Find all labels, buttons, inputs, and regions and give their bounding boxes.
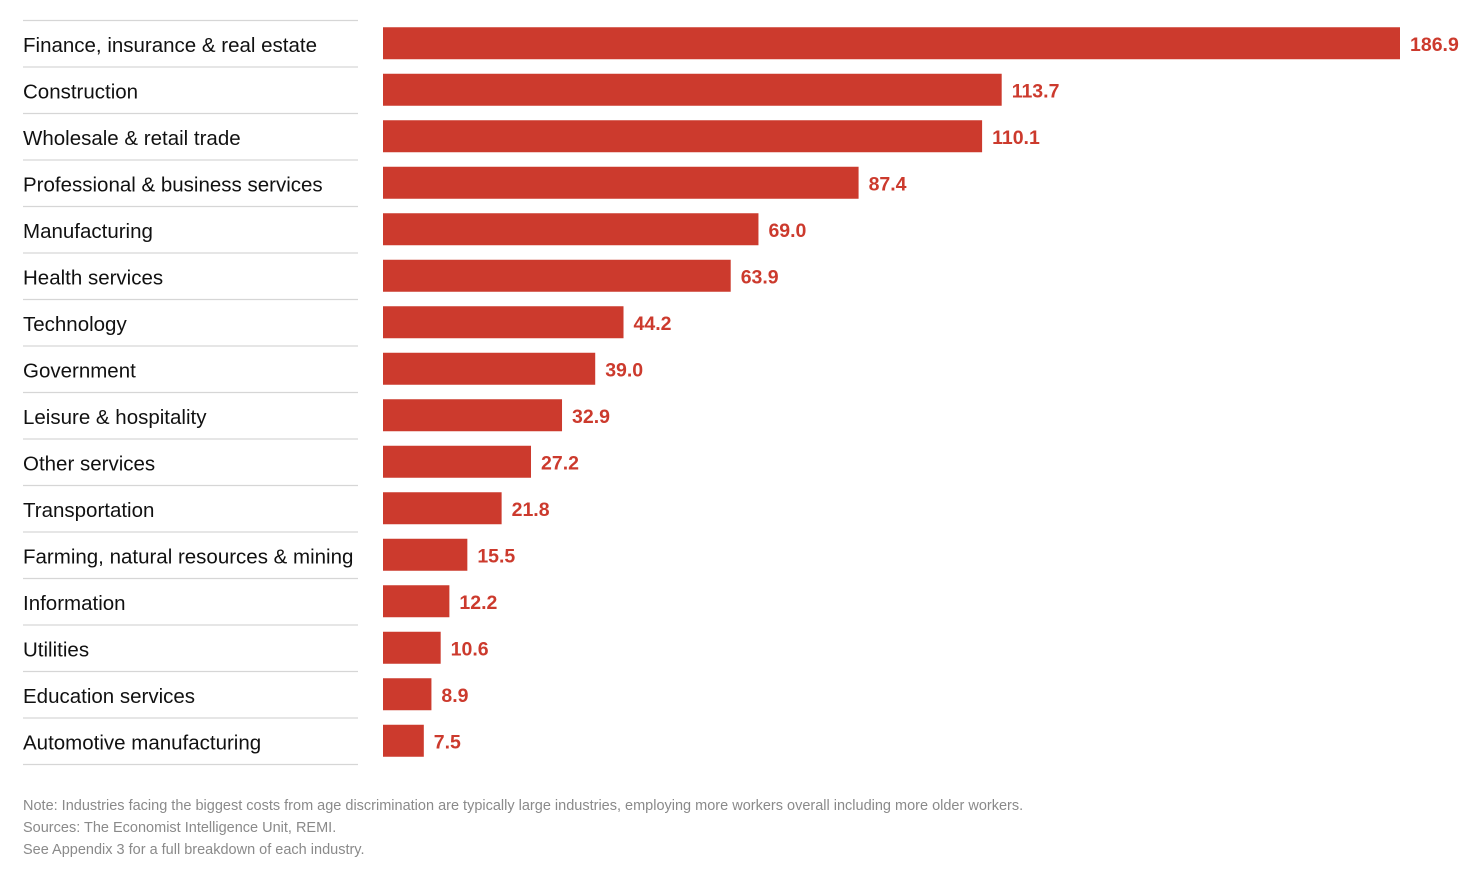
- bar-chart: Finance, insurance & real estate 186.9 Con…: [23, 19, 1459, 766]
- value-label: 63.9: [741, 266, 779, 288]
- value-label: 39.0: [605, 359, 643, 381]
- value-label: 12.2: [459, 592, 497, 614]
- bar: [383, 585, 450, 618]
- bar: [383, 259, 731, 292]
- bar: [383, 631, 441, 664]
- bar: [383, 445, 532, 478]
- value-label: 186.9: [1410, 34, 1459, 56]
- category-label: Utilities: [23, 638, 89, 661]
- category-label: Health services: [23, 266, 163, 289]
- bar: [383, 399, 563, 432]
- value-label: 87.4: [869, 173, 907, 195]
- value-label: 8.9: [441, 685, 468, 707]
- value-label: 10.6: [451, 638, 489, 660]
- category-label: Finance, insurance & real estate: [23, 34, 317, 57]
- value-label: 32.9: [572, 406, 610, 428]
- chart-notes: Note: Industries facing the biggest cost…: [23, 795, 1463, 861]
- value-label: 7.5: [434, 731, 461, 753]
- bar: [383, 166, 859, 199]
- category-label: Automotive manufacturing: [23, 731, 261, 754]
- category-label: Technology: [23, 313, 127, 336]
- value-label: 44.2: [634, 313, 672, 335]
- category-label: Other services: [23, 452, 155, 475]
- bar: [383, 213, 759, 246]
- value-label: 110.1: [992, 127, 1040, 149]
- bar: [383, 724, 424, 757]
- category-label: Farming, natural resources & mining: [23, 545, 353, 568]
- value-label: 15.5: [477, 545, 515, 567]
- value-label: 27.2: [541, 452, 579, 474]
- category-label: Construction: [23, 80, 138, 103]
- category-label: Manufacturing: [23, 220, 153, 243]
- sources-text: Sources: The Economist Intelligence Unit…: [23, 820, 337, 836]
- bar: [383, 73, 1002, 106]
- value-label: 69.0: [768, 220, 806, 242]
- note-text: Note: Industries facing the biggest cost…: [23, 798, 1024, 814]
- appendix-text: See Appendix 3 for a full breakdown of e…: [23, 842, 365, 858]
- category-label: Leisure & hospitality: [23, 406, 207, 429]
- bar: [383, 352, 596, 385]
- bar: [383, 678, 432, 711]
- bar: [383, 492, 502, 525]
- bar: [383, 120, 983, 153]
- bar: [383, 538, 468, 571]
- category-label: Information: [23, 592, 126, 615]
- category-label: Education services: [23, 685, 195, 708]
- bar: [383, 27, 1400, 60]
- category-label: Professional & business services: [23, 173, 323, 196]
- value-label: 113.7: [1012, 80, 1060, 102]
- value-label: 21.8: [512, 499, 550, 521]
- bar: [383, 306, 624, 339]
- category-label: Transportation: [23, 499, 154, 522]
- category-label: Wholesale & retail trade: [23, 127, 241, 150]
- category-label: Government: [23, 359, 136, 382]
